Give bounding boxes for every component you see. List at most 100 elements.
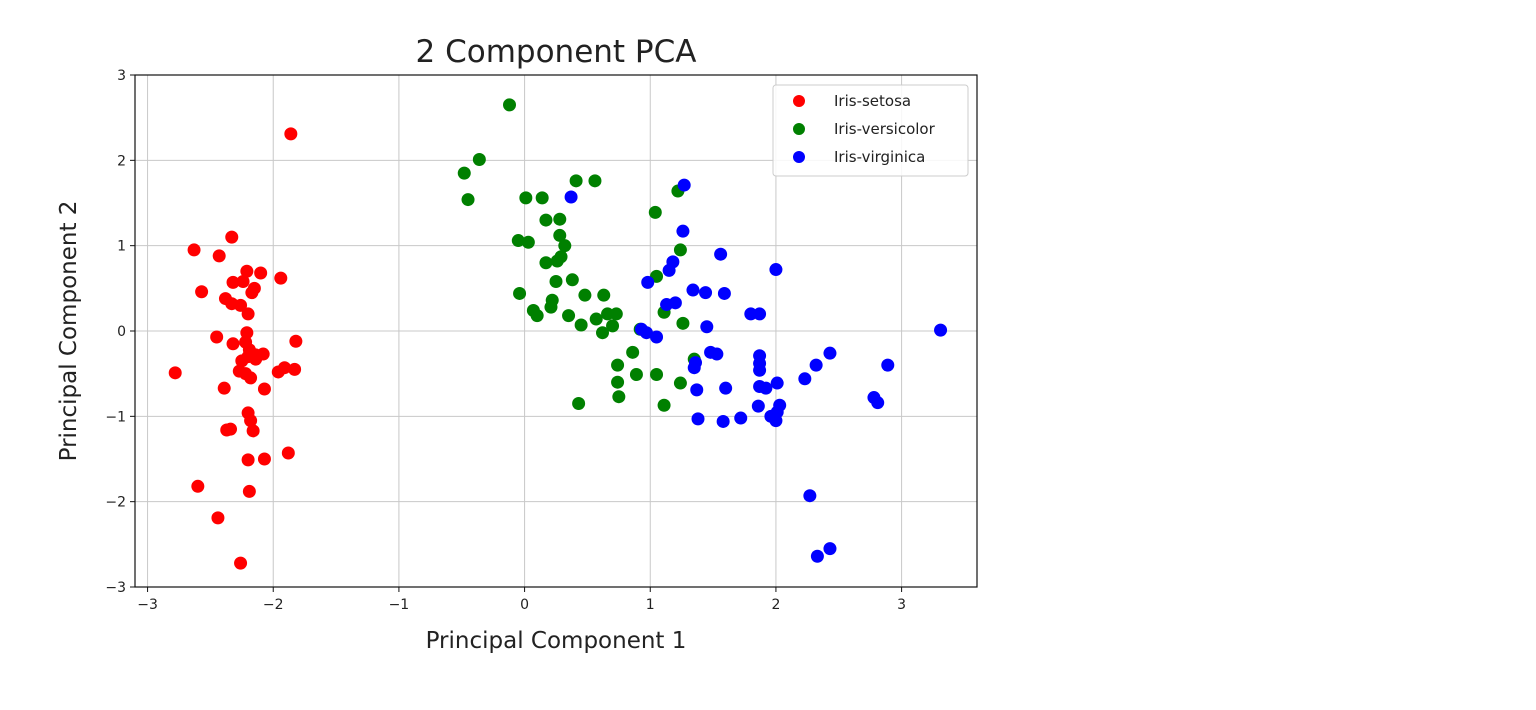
point-iris-versicolor (511, 234, 525, 248)
point-iris-setosa (246, 424, 260, 438)
point-iris-versicolor (673, 243, 687, 257)
point-iris-setosa (235, 354, 249, 368)
point-iris-versicolor (562, 309, 576, 323)
point-iris-virginica (564, 190, 578, 204)
point-iris-virginica (734, 411, 748, 425)
point-iris-virginica (690, 383, 704, 397)
point-iris-versicolor (657, 398, 671, 412)
point-iris-setosa (187, 243, 201, 257)
point-iris-setosa (212, 249, 226, 263)
y-axis-label: Principal Component 2 (56, 201, 82, 462)
legend: Iris-setosa Iris-versicolor Iris-virgini… (772, 84, 969, 177)
point-iris-virginica (686, 283, 700, 297)
point-iris-versicolor (609, 307, 623, 321)
point-iris-versicolor (597, 288, 611, 302)
point-iris-setosa (220, 423, 234, 437)
point-iris-versicolor (650, 368, 664, 382)
x-tick-label: 3 (897, 597, 906, 613)
point-iris-virginica (753, 307, 767, 321)
point-iris-virginica (753, 363, 767, 377)
point-iris-versicolor (578, 288, 592, 302)
point-iris-setosa (241, 453, 255, 467)
point-iris-versicolor (574, 318, 588, 332)
legend-label-versicolor: Iris-versicolor (834, 120, 936, 138)
point-iris-versicolor (606, 319, 620, 333)
point-iris-virginica (717, 286, 731, 300)
point-iris-setosa (168, 366, 182, 380)
x-tick-label: −3 (137, 597, 158, 613)
point-iris-versicolor (572, 397, 586, 411)
point-iris-virginica (676, 224, 690, 238)
point-iris-virginica (714, 247, 728, 261)
y-tick-label: 1 (117, 239, 126, 255)
point-iris-virginica (769, 414, 783, 428)
point-iris-setosa (274, 271, 288, 285)
point-iris-setosa (211, 511, 225, 525)
point-iris-versicolor (554, 250, 568, 264)
point-iris-virginica (699, 286, 713, 300)
point-iris-versicolor (519, 191, 533, 205)
point-iris-setosa (289, 334, 303, 348)
point-iris-virginica (710, 347, 724, 361)
point-iris-virginica (650, 330, 664, 344)
point-iris-setosa (247, 281, 261, 295)
point-iris-virginica (810, 549, 824, 563)
point-iris-setosa (244, 371, 258, 385)
point-iris-virginica (700, 320, 714, 334)
point-iris-versicolor (589, 312, 603, 326)
point-iris-versicolor (539, 213, 553, 227)
x-tick-label: 0 (520, 597, 529, 613)
x-tick-label: −1 (389, 597, 410, 613)
point-iris-setosa (241, 307, 255, 321)
point-iris-setosa (236, 275, 250, 289)
point-iris-virginica (687, 361, 701, 375)
legend-marker-virginica (793, 151, 805, 163)
point-iris-versicolor (544, 300, 558, 314)
point-iris-virginica (823, 346, 837, 360)
legend-marker-versicolor (793, 123, 805, 135)
y-tick-label: 0 (117, 324, 126, 340)
point-iris-setosa (257, 452, 271, 466)
chart-title: 2 Component PCA (416, 34, 697, 70)
point-iris-versicolor (553, 228, 567, 242)
point-iris-setosa (257, 382, 271, 396)
point-iris-setosa (217, 381, 231, 395)
point-iris-virginica (677, 178, 691, 192)
x-tick-label: 1 (646, 597, 655, 613)
point-iris-virginica (719, 381, 733, 395)
point-iris-setosa (249, 352, 263, 366)
point-iris-virginica (871, 396, 885, 410)
point-iris-versicolor (676, 316, 690, 330)
point-iris-setosa (234, 556, 248, 570)
point-iris-virginica (769, 263, 783, 277)
y-tick-label: 2 (117, 153, 126, 169)
point-iris-virginica (798, 372, 812, 386)
point-iris-versicolor (612, 390, 626, 404)
point-iris-virginica (639, 326, 653, 340)
legend-box (772, 84, 969, 177)
point-iris-virginica (934, 323, 948, 337)
point-iris-virginica (881, 358, 895, 372)
point-iris-virginica (803, 489, 817, 503)
point-iris-versicolor (648, 205, 662, 219)
point-iris-virginica (759, 381, 773, 395)
point-iris-setosa (284, 127, 298, 141)
point-iris-virginica (662, 263, 676, 277)
point-iris-setosa (210, 330, 224, 344)
x-tick-label: 2 (771, 597, 780, 613)
point-iris-versicolor (503, 98, 517, 112)
point-iris-setosa (195, 285, 209, 299)
point-iris-setosa (254, 266, 268, 280)
point-iris-versicolor (549, 275, 563, 289)
point-iris-virginica (716, 414, 730, 428)
legend-label-setosa: Iris-setosa (834, 92, 911, 110)
point-iris-setosa (226, 275, 240, 289)
point-iris-versicolor (558, 239, 572, 253)
point-iris-versicolor (629, 368, 643, 382)
point-iris-versicolor (539, 256, 553, 270)
point-iris-setosa (288, 362, 302, 376)
point-iris-versicolor (472, 152, 486, 166)
point-iris-virginica (691, 412, 705, 426)
point-iris-setosa (234, 298, 248, 312)
